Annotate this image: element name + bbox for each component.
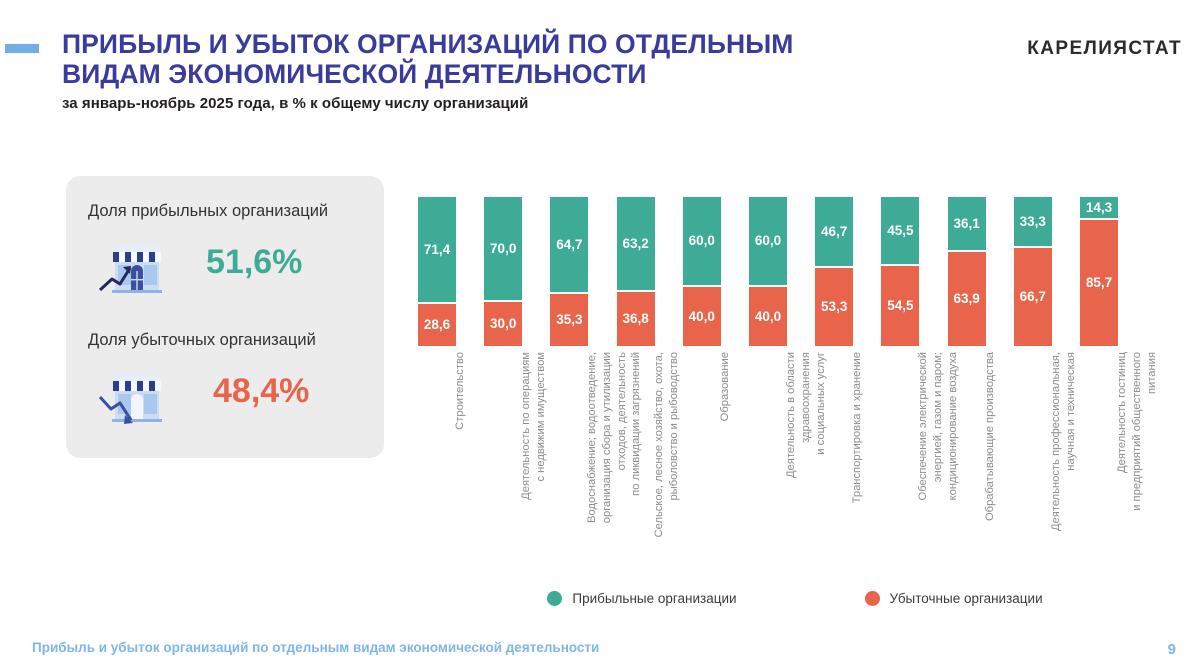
kpi-card: Доля прибыльных организаций xyxy=(66,176,384,458)
storefront-down-icon xyxy=(98,363,176,433)
kpi-loss-value: 48,4% xyxy=(213,372,310,410)
category-label: Обрабатывающие производства xyxy=(983,352,996,522)
bar-segment-profit: 46,7 xyxy=(815,197,854,266)
title-line-2: ВИДАМ ЭКОНОМИЧЕСКОЙ ДЕЯТЕЛЬНОСТИ xyxy=(62,59,647,90)
category-label: Деятельность по операциям с недвижим иму… xyxy=(520,352,547,500)
chart-bars: 71,4 28,6 70,0 30,0 64,7 35,3 63,2 36,8 60,0 40,0… xyxy=(400,176,1190,346)
bar-value-profit: 63,2 xyxy=(622,235,649,251)
bar-segment-loss: 54,5 xyxy=(881,263,920,346)
bar-value-profit: 70,0 xyxy=(490,240,517,256)
legend-label-profit: Прибыльные организации xyxy=(572,591,737,606)
bar-group: 64,7 35,3 xyxy=(550,197,589,346)
page-title: ПРИБЫЛЬ И УБЫТОК ОРГАНИЗАЦИЙ ПО ОТДЕЛЬНЫ… xyxy=(62,29,882,112)
category-label: Строительство xyxy=(454,352,466,430)
kpi-profit-value: 51,6% xyxy=(206,243,303,281)
bar-value-profit: 46,7 xyxy=(821,223,848,239)
bar-group: 60,0 40,0 xyxy=(682,197,721,346)
category-label: Транспортировка и хранение xyxy=(851,352,864,504)
legend-dot-loss-icon xyxy=(864,591,880,606)
brand-logo: КАРЕЛИЯСТАТ xyxy=(1027,38,1182,59)
bar-segment-profit: 63,2 xyxy=(616,197,655,290)
bar-group: 14,3 85,7 xyxy=(1080,197,1118,346)
bar-segment-profit: 60,0 xyxy=(749,197,787,286)
bar-value-loss: 54,5 xyxy=(887,298,914,314)
bar-value-loss: 53,3 xyxy=(821,299,848,315)
bar-segment-loss: 40,0 xyxy=(749,285,787,346)
bar-value-loss: 85,7 xyxy=(1085,275,1113,291)
category-label: Образование xyxy=(718,352,731,422)
bar-value-profit: 36,1 xyxy=(953,215,980,231)
bar-segment-profit: 60,0 xyxy=(682,197,721,286)
category-label: Деятельность в области здравоохранения и… xyxy=(785,352,827,479)
category-label: Деятельность гостиниц и предприятий обще… xyxy=(1116,352,1158,511)
bar-segment-profit: 45,5 xyxy=(881,197,920,264)
legend-label-loss: Убыточные организации xyxy=(889,591,1043,606)
title-line-1: ПРИБЫЛЬ И УБЫТОК ОРГАНИЗАЦИЙ ПО ОТДЕЛЬНЫ… xyxy=(62,29,794,59)
bar-value-profit: 71,4 xyxy=(423,241,451,257)
bar-group: 71,4 28,6 xyxy=(418,197,456,346)
bar-group: 46,7 53,3 xyxy=(815,197,854,346)
kpi-loss-label: Доля убыточных организаций xyxy=(88,331,316,349)
bar-value-loss: 40,0 xyxy=(754,308,782,324)
bar-segment-loss: 63,9 xyxy=(947,250,986,346)
bar-group: 33,3 66,7 xyxy=(1013,197,1052,346)
bar-value-profit: 14,3 xyxy=(1085,199,1113,215)
bar-value-profit: 64,7 xyxy=(556,236,583,252)
bar-group: 70,0 30,0 xyxy=(484,197,523,346)
legend-dot-profit-icon xyxy=(547,591,563,606)
page-header: ПРИБЫЛЬ И УБЫТОК ОРГАНИЗАЦИЙ ПО ОТДЕЛЬНЫ… xyxy=(0,0,1200,140)
bar-segment-profit: 33,3 xyxy=(1013,197,1052,246)
bar-segment-loss: 35,3 xyxy=(550,292,589,346)
bar-value-profit: 60,0 xyxy=(754,233,782,249)
bar-segment-loss: 53,3 xyxy=(815,265,854,346)
kpi-profit-label: Доля прибыльных организаций xyxy=(88,202,329,220)
bar-value-profit: 45,5 xyxy=(887,222,914,238)
footer-page-number: 9 xyxy=(1167,641,1176,658)
storefront-up-icon xyxy=(98,234,176,304)
footer-caption: Прибыль и убыток организаций по отдельны… xyxy=(32,640,600,655)
stacked-bar-chart: 71,4 28,6 70,0 30,0 64,7 35,3 63,2 36,8 60,0 40,0… xyxy=(400,176,1190,606)
bar-segment-loss: 85,7 xyxy=(1080,218,1118,346)
bar-segment-profit: 70,0 xyxy=(484,197,523,300)
bar-value-loss: 63,9 xyxy=(953,291,980,307)
bar-segment-profit: 64,7 xyxy=(550,197,589,293)
bar-value-profit: 33,3 xyxy=(1019,213,1046,229)
bar-segment-profit: 14,3 xyxy=(1080,197,1118,219)
bar-segment-profit: 71,4 xyxy=(418,197,456,302)
chart-legend: Прибыльные организации Убыточные организ… xyxy=(400,591,1190,606)
legend-item-profit: Прибыльные организации xyxy=(547,591,737,606)
bar-segment-loss: 40,0 xyxy=(682,285,721,346)
title-accent-dash xyxy=(5,44,39,53)
bar-segment-loss: 36,8 xyxy=(616,289,655,346)
bar-group: 45,5 54,5 xyxy=(881,197,920,346)
category-label: Обеспечение электрической энергией, газо… xyxy=(917,352,959,501)
bar-value-loss: 30,0 xyxy=(490,316,517,332)
bar-value-loss: 40,0 xyxy=(688,308,715,324)
bar-group: 63,2 36,8 xyxy=(616,197,655,346)
bar-value-loss: 28,6 xyxy=(423,317,451,333)
bar-segment-loss: 30,0 xyxy=(484,299,523,346)
category-label: Деятельность профессиональная, научная и… xyxy=(1049,352,1077,532)
page-subtitle: за январь-ноябрь 2025 года, в % к общему… xyxy=(62,95,529,113)
bar-value-profit: 60,0 xyxy=(688,233,715,249)
bar-value-loss: 36,8 xyxy=(622,311,649,327)
bar-group: 60,0 40,0 xyxy=(749,197,787,346)
bar-value-loss: 66,7 xyxy=(1019,289,1046,305)
category-label: Водоснабжение; водоотведение, организаци… xyxy=(586,352,643,524)
bar-group: 36,1 63,9 xyxy=(947,197,986,346)
bar-segment-loss: 28,6 xyxy=(418,301,456,346)
bar-value-loss: 35,3 xyxy=(556,312,583,328)
bar-segment-loss: 66,7 xyxy=(1013,245,1052,346)
legend-item-loss: Убыточные организации xyxy=(864,591,1043,606)
bar-segment-profit: 36,1 xyxy=(947,197,986,251)
category-label: Сельское, лесное хозяйство, охота, рыбол… xyxy=(652,352,680,538)
